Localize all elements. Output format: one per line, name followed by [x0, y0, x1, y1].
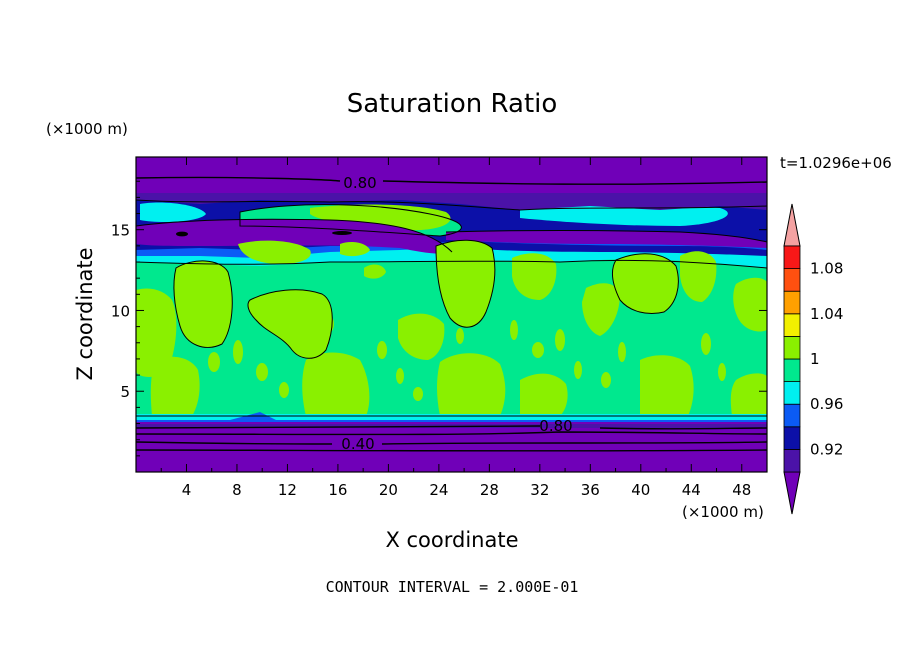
x-tick-label: 36: [581, 481, 600, 499]
contour-field: 0.80 0.80 0.40: [136, 157, 767, 472]
x-tick-label: 4: [182, 481, 192, 499]
z-tick-label: 15: [111, 222, 130, 240]
contour-label: 0.80: [343, 174, 376, 192]
contour-lines: [136, 176, 767, 452]
top-dry-band-edge: [136, 193, 767, 210]
colorbar-labels: 0.92 0.96 1 1.04 1.08: [810, 260, 843, 459]
z-unit-label: (×1000 m): [46, 120, 128, 138]
colorbar-label: 0.92: [810, 440, 843, 458]
contour-label: 0.40: [341, 435, 374, 453]
colorbar-swatch: [783, 358, 801, 383]
chart-title: Saturation Ratio: [347, 89, 558, 119]
x-tick-label: 24: [429, 481, 448, 499]
upper-cyan-patch: [140, 202, 206, 222]
x-axis-ticks: 4 8 12 16 20 24 28 32 36 40 44 48: [160, 157, 751, 499]
colorbar-swatch: [783, 381, 801, 405]
colorbar: [783, 203, 801, 515]
top-dry-band: [136, 157, 767, 197]
colorbar-swatch: [783, 403, 801, 428]
lime-cells: [136, 240, 767, 416]
colorbar-swatch: [783, 268, 801, 292]
x-tick-label: 40: [631, 481, 650, 499]
colorbar-label: 1.08: [810, 260, 843, 278]
x-tick-label: 28: [480, 481, 499, 499]
colorbar-swatch: [783, 245, 801, 270]
contour-lines-upper: [136, 199, 767, 269]
x-tick-label: 44: [682, 481, 701, 499]
colorbar-swatch: [783, 290, 801, 315]
dry-tongue: [136, 219, 452, 254]
colorbar-label: 1.04: [810, 305, 843, 323]
lime-speckles: [208, 316, 726, 401]
contour-lines-cells: [136, 239, 767, 417]
contour-interval-note: CONTOUR INTERVAL = 2.000E-01: [326, 578, 579, 596]
colorbar-extend-low: [783, 471, 801, 515]
colorbar-swatch: [783, 335, 801, 360]
colorbar-swatch: [783, 448, 801, 473]
z-axis-ticks: 5 10 15: [111, 180, 767, 457]
bottom-dry-band: [136, 422, 767, 472]
colorbar-extend-high: [783, 203, 801, 247]
minimum-marker: [332, 231, 352, 235]
x-tick-label: 20: [379, 481, 398, 499]
dry-tongue-right: [446, 230, 767, 248]
x-tick-label: 16: [328, 481, 347, 499]
dry-tongue-blue-edge: [448, 240, 767, 256]
minimum-marker: [176, 231, 188, 237]
x-unit-label: (×1000 m): [682, 503, 764, 521]
x-tick-label: 8: [232, 481, 242, 499]
z-axis-title: Z coordinate: [73, 247, 97, 380]
x-tick-label: 12: [278, 481, 297, 499]
colorbar-label: 0.96: [810, 395, 843, 413]
contour-label: 0.80: [539, 417, 572, 435]
time-label: t=1.0296e+06: [780, 154, 892, 172]
z-tick-label: 5: [120, 383, 130, 401]
plot-frame: [135, 156, 768, 473]
colorbar-swatch: [783, 426, 801, 450]
x-tick-label: 48: [732, 481, 751, 499]
x-axis-title: X coordinate: [385, 528, 518, 552]
x-tick-label: 32: [530, 481, 549, 499]
z-tick-label: 10: [111, 302, 130, 320]
colorbar-label: 1: [810, 350, 820, 368]
colorbar-swatch: [783, 313, 801, 337]
